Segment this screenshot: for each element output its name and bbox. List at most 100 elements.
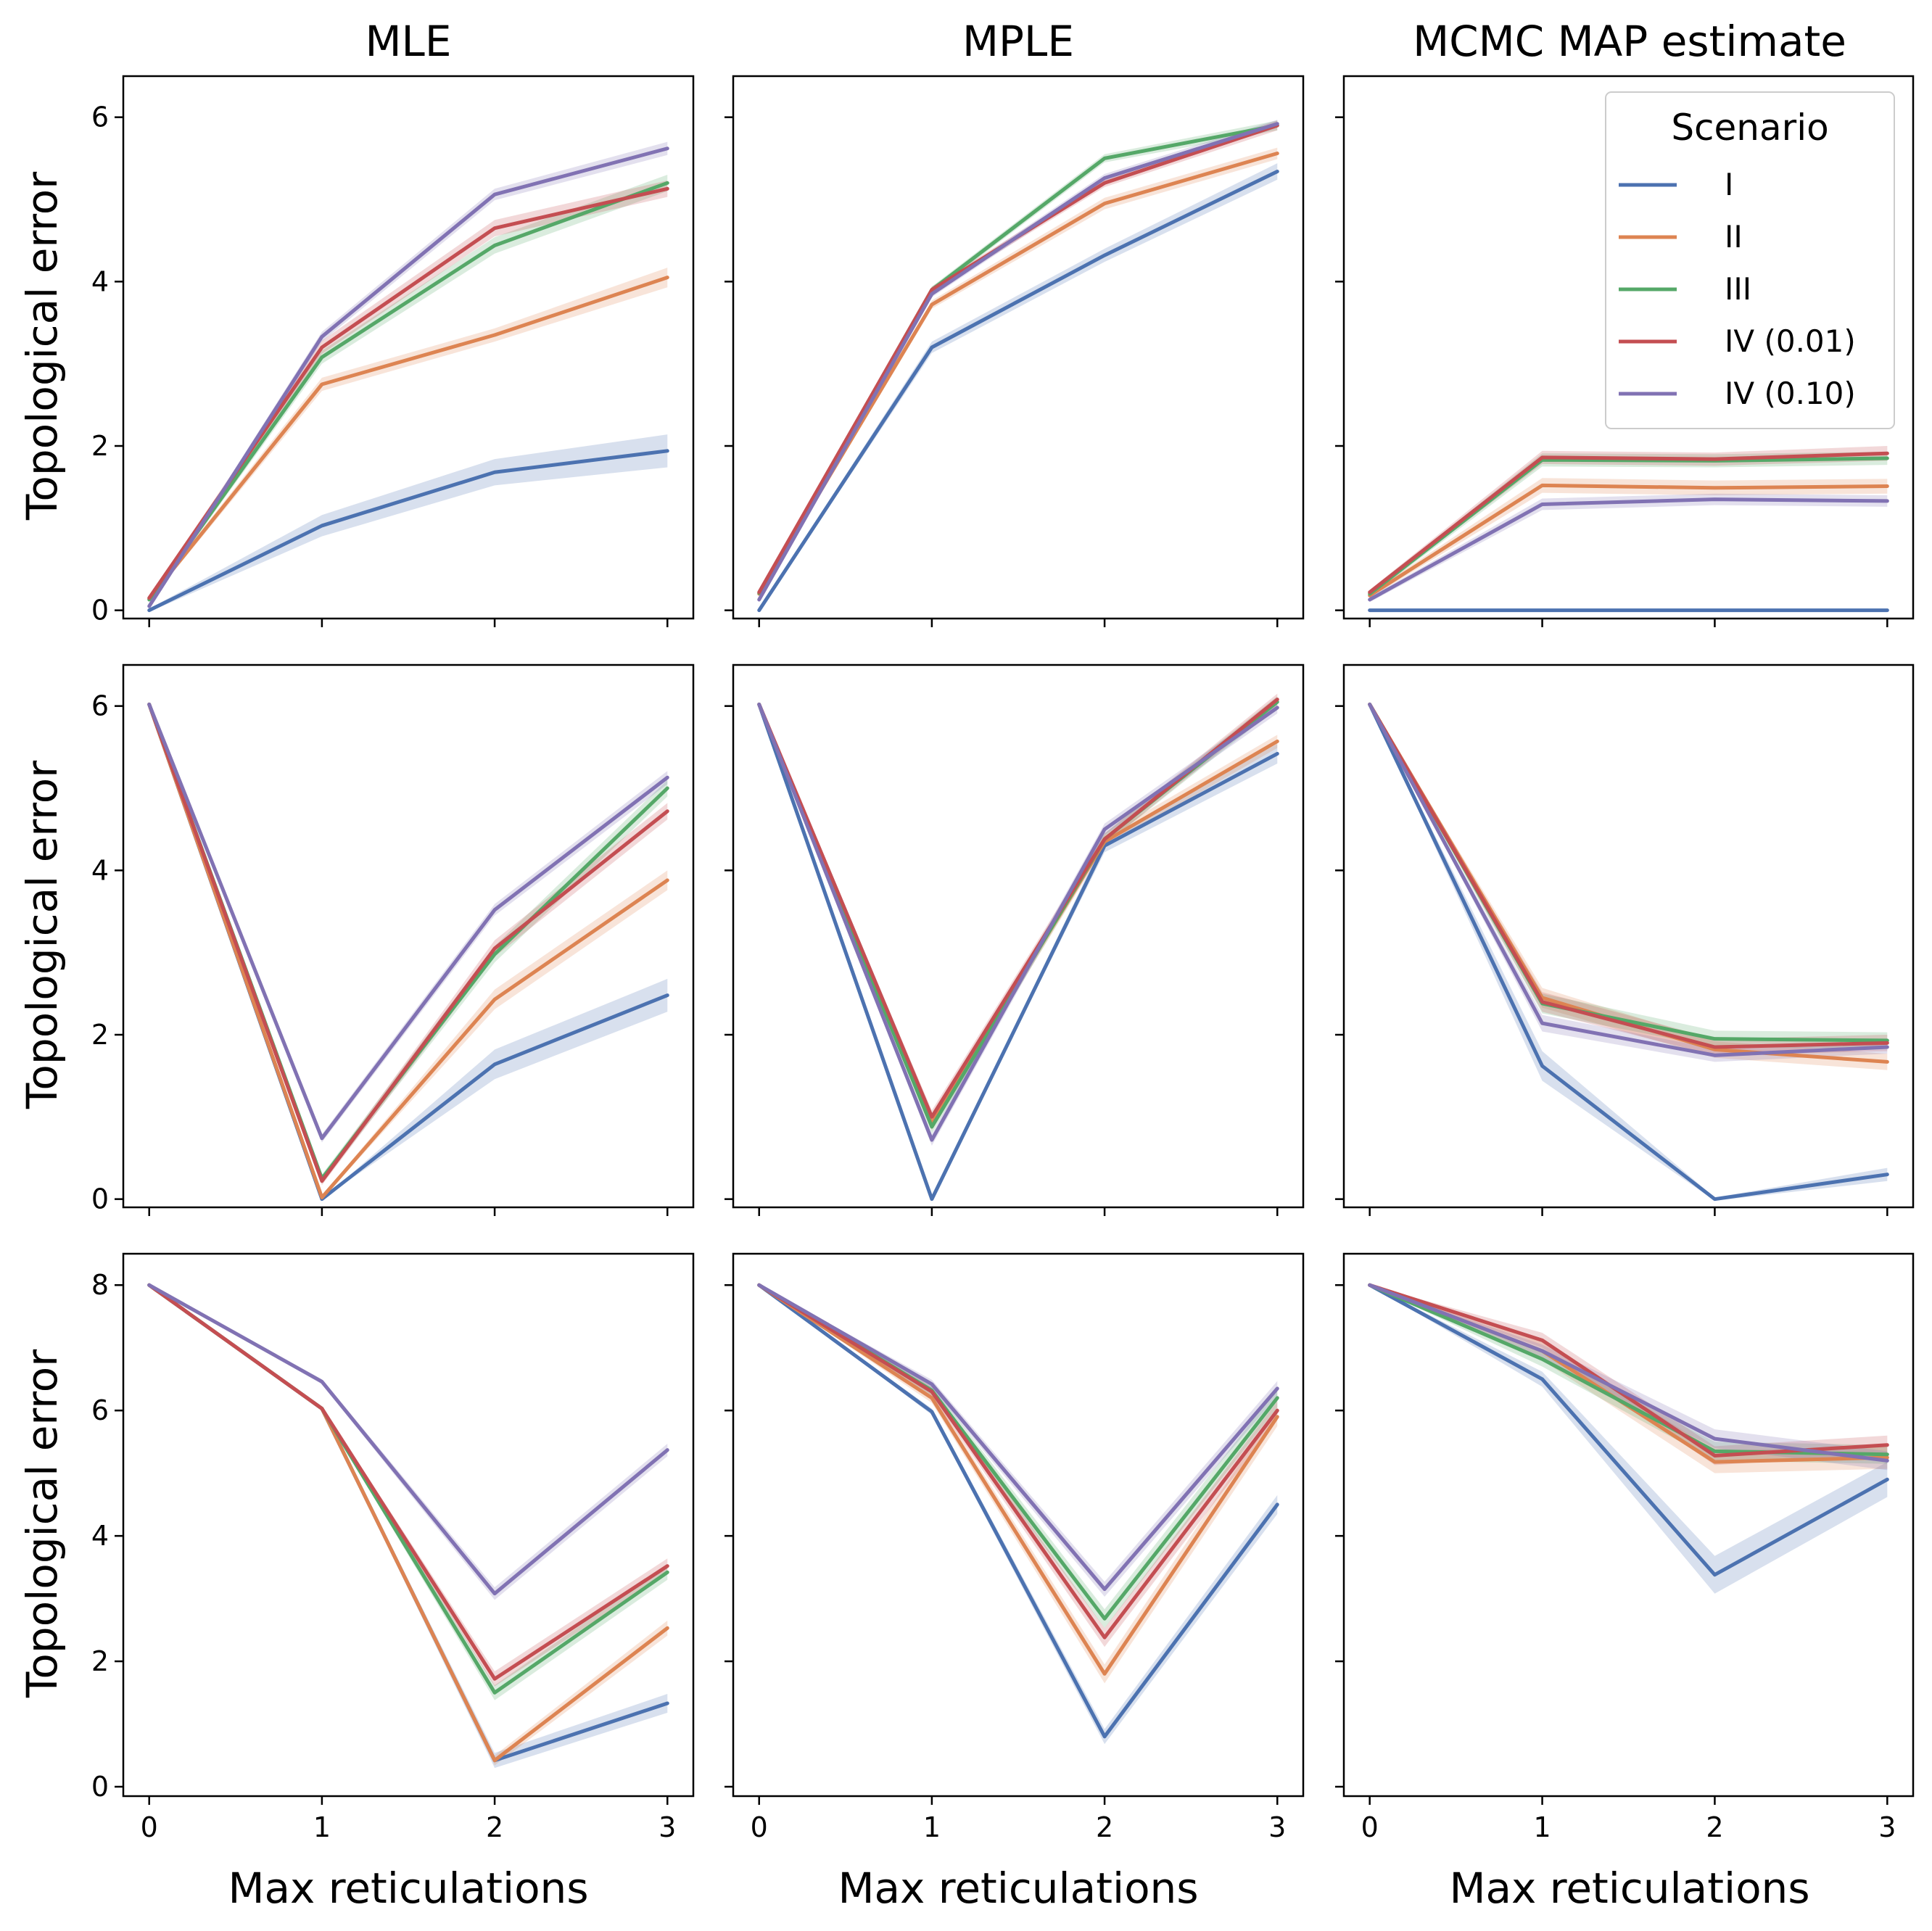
x-tick-label: 0: [1361, 1811, 1379, 1843]
series-line-i: [757, 702, 1279, 1202]
series-line-iv-010: [1368, 1283, 1889, 1463]
y-tick-label: 4: [91, 854, 109, 886]
series-line-iv-010: [147, 146, 669, 608]
series-line-iv-001: [1368, 451, 1889, 595]
series-line-iv-010: [1368, 702, 1889, 1057]
series-line-iii: [1368, 1283, 1889, 1457]
series-line-iv-010: [757, 702, 1279, 1142]
y-tick-label: 4: [91, 265, 109, 297]
series-line-iv-001: [1368, 702, 1889, 1049]
panel-r1-mle-frame: [122, 75, 695, 620]
x-tick-label: 2: [1706, 1811, 1723, 1843]
series-line-i: [757, 169, 1279, 613]
legend-label-ii: II: [1725, 219, 1743, 255]
column-title-mcmc: MCMC MAP estimate: [1413, 17, 1846, 66]
series-line-iv-010: [147, 1283, 669, 1596]
y-tick-label: 0: [91, 1771, 109, 1803]
legend-label-iii: III: [1725, 271, 1751, 307]
panel-r2-mcmc: [1335, 663, 1915, 1216]
series-line-ii: [147, 702, 669, 1199]
series-line-i: [757, 1283, 1279, 1739]
confidence-band-iii: [1369, 1285, 1888, 1464]
x-tick-label: 0: [141, 1811, 158, 1843]
series-line-iv-001: [147, 702, 669, 1183]
legend: Scenario I II III IV (0.01) IV (0.10): [1605, 91, 1895, 429]
confidence-band-iv-010: [1369, 1285, 1888, 1471]
y-tick-label: 2: [91, 430, 109, 462]
panel-r2-mcmc-frame: [1342, 663, 1915, 1209]
series-line-iv-010: [757, 122, 1279, 602]
y-axis-label-row-3: Topological error: [17, 1349, 67, 1698]
panel-r1-mle: 0 2 4 6: [91, 75, 695, 627]
panel-r3-mcmc: 0 1 2 3: [1335, 1252, 1915, 1843]
legend-title: Scenario: [1671, 107, 1828, 149]
panel-r2-mple-frame: [732, 663, 1305, 1209]
legend-label-iv-001: IV (0.01): [1725, 323, 1856, 359]
confidence-band-ii: [1369, 478, 1888, 598]
panel-r1-mcmc-frame: [1342, 75, 1915, 620]
panel-r2-mle-frame: [122, 663, 695, 1209]
y-tick-label: 2: [91, 1645, 109, 1677]
x-tick-label: 2: [1096, 1811, 1113, 1843]
series-line-iv-001: [147, 1283, 669, 1681]
confidence-band-iv-010: [1369, 493, 1888, 603]
y-tick-label: 6: [91, 102, 109, 133]
y-tick-label: 0: [91, 595, 109, 627]
x-tick-label: 1: [1533, 1811, 1551, 1843]
panel-r3-mcmc-background: [1344, 1254, 1913, 1796]
y-tick-label: 8: [91, 1269, 109, 1301]
panel-r1-mple-frame: [732, 75, 1305, 620]
y-tick-label: 0: [91, 1183, 109, 1215]
confidence-band-i: [149, 434, 668, 612]
x-tick-label: 2: [486, 1811, 503, 1843]
confidence-band-iv-001: [1369, 1285, 1888, 1465]
y-tick-label: 6: [91, 690, 109, 722]
series-line-i: [1368, 1283, 1889, 1577]
confidence-band-iii: [1369, 451, 1888, 597]
panel-r1-mle-background: [123, 76, 693, 619]
series-line-ii: [1368, 483, 1889, 598]
panel-r3-mle: 0 1 2 3 0 2 4 6 8: [91, 1252, 695, 1843]
panel-r2-mle: 0 2 4 6: [91, 663, 695, 1216]
y-axis-label-row-2: Topological error: [17, 761, 67, 1109]
panel-r3-mle-frame: [122, 1252, 695, 1798]
panel-r1-mple: [724, 75, 1305, 627]
confidence-band-i: [759, 704, 1278, 1199]
y-tick-label: 4: [91, 1520, 109, 1552]
confidence-band-ii: [1369, 1285, 1888, 1473]
x-axis-label-col-2: Max reticulations: [838, 1864, 1198, 1913]
column-title-mle: MLE: [365, 17, 451, 66]
series-line-iii: [147, 181, 669, 602]
series-line-iv-010: [757, 1283, 1279, 1592]
x-tick-label: 3: [1268, 1811, 1286, 1843]
series-line-ii: [147, 276, 669, 601]
x-axis-label-col-1: Max reticulations: [228, 1864, 588, 1913]
legend-label-i: I: [1725, 167, 1733, 202]
legend-label-iv-010: IV (0.10): [1725, 376, 1856, 411]
x-tick-label: 1: [313, 1811, 331, 1843]
panel-r3-mcmc-frame: [1342, 1252, 1915, 1798]
panel-r3-mple-frame: [732, 1252, 1305, 1798]
series-line-i: [147, 449, 669, 613]
panel-r2-mple: [724, 663, 1305, 1216]
series-line-iv-010: [1368, 497, 1889, 602]
y-axis-label-row-1: Topological error: [17, 172, 67, 521]
series-line-iv-010: [147, 702, 669, 1141]
y-tick-label: 2: [91, 1019, 109, 1051]
series-line-i: [1368, 702, 1889, 1202]
x-axis-label-col-3: Max reticulations: [1449, 1864, 1809, 1913]
x-tick-label: 1: [923, 1811, 941, 1843]
panel-r2-mle-background: [123, 665, 693, 1207]
confidence-band-ii: [149, 268, 668, 602]
x-tick-label: 3: [659, 1811, 676, 1843]
panel-r1-mple-background: [733, 76, 1303, 619]
series-line-ii: [757, 1283, 1279, 1676]
column-title-mple: MPLE: [962, 17, 1074, 66]
x-tick-label: 3: [1878, 1811, 1896, 1843]
subplot-grid: 0 2 4 6 0 2 4 6 0 1 2 3 0 2 4 6 8 0 1 2 3 0 1 2 3: [91, 75, 1915, 1843]
y-tick-label: 6: [91, 1394, 109, 1426]
panel-r3-mle-background: [123, 1254, 693, 1796]
legend-frame: [1605, 91, 1895, 429]
x-tick-label: 0: [751, 1811, 768, 1843]
series-line-iv-001: [757, 1283, 1279, 1640]
